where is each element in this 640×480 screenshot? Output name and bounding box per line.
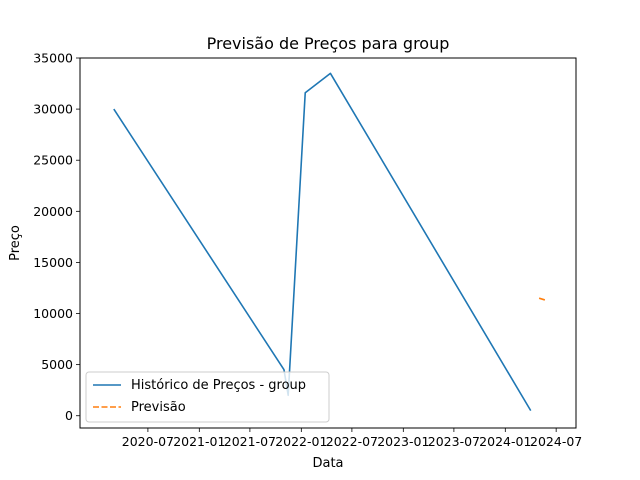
chart-title: Previsão de Preços para group (207, 34, 450, 53)
x-tick-label: 2023-07 (428, 434, 480, 449)
y-tick-label: 30000 (33, 102, 73, 117)
y-tick-label: 35000 (33, 51, 73, 66)
y-tick-label: 10000 (33, 306, 73, 321)
y-axis-ticks: 0 5000 10000 15000 20000 25000 30000 35000 (33, 51, 80, 423)
legend-label-previsao: Previsão (131, 400, 186, 415)
legend-label-historico: Histórico de Preços - group (131, 378, 306, 393)
x-tick-label: 2022-07 (326, 434, 378, 449)
y-tick-label: 15000 (33, 255, 73, 270)
x-tick-label: 2022-01 (275, 434, 327, 449)
plot-area-background (80, 58, 576, 428)
series-layer (113, 72, 547, 412)
x-axis-label: Data (312, 456, 343, 471)
legend-box (85, 371, 330, 423)
plot-frame (79, 57, 577, 429)
x-tick-label: 2024-07 (530, 434, 582, 449)
y-tick-label: 5000 (41, 357, 73, 372)
x-tick-label: 2021-07 (224, 434, 276, 449)
legend: Histórico de Preços - group Previsão (85, 371, 330, 423)
x-tick-label: 2023-01 (377, 434, 429, 449)
y-tick-label: 0 (65, 408, 73, 423)
series-line-previsao (538, 297, 547, 302)
x-tick-label: 2024-01 (479, 434, 531, 449)
y-axis-label: Preço (8, 225, 23, 261)
series-line-historico (113, 72, 532, 412)
y-tick-label: 20000 (33, 204, 73, 219)
x-tick-label: 2021-01 (173, 434, 225, 449)
y-tick-label: 25000 (33, 153, 73, 168)
x-tick-label: 2020-07 (122, 434, 174, 449)
